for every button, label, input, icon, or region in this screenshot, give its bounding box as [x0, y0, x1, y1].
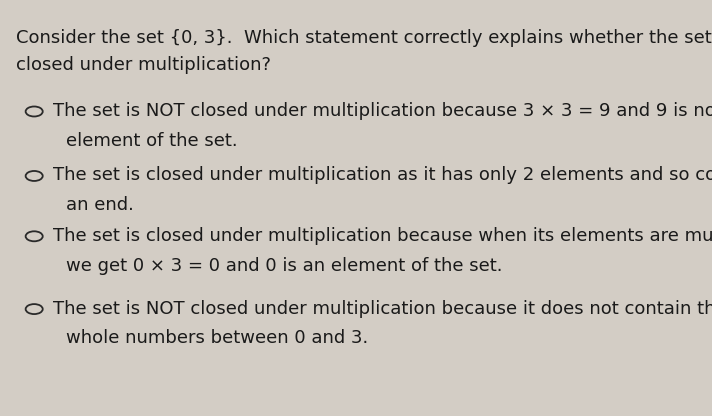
Text: an end.: an end. — [66, 196, 134, 214]
Text: closed under multiplication?: closed under multiplication? — [16, 56, 271, 74]
Text: The set is closed under multiplication because when its elements are multiplied,: The set is closed under multiplication b… — [53, 227, 712, 245]
Text: The set is closed under multiplication as it has only 2 elements and so comes to: The set is closed under multiplication a… — [53, 166, 712, 184]
Text: element of the set.: element of the set. — [66, 132, 238, 150]
Text: The set is NOT closed under multiplication because 3 × 3 = 9 and 9 is not an: The set is NOT closed under multiplicati… — [53, 102, 712, 120]
Text: we get 0 × 3 = 0 and 0 is an element of the set.: we get 0 × 3 = 0 and 0 is an element of … — [66, 257, 503, 275]
Text: The set is NOT closed under multiplication because it does not contain the other: The set is NOT closed under multiplicati… — [53, 300, 712, 317]
Text: whole numbers between 0 and 3.: whole numbers between 0 and 3. — [66, 329, 369, 347]
Text: Consider the set {0, 3}.  Which statement correctly explains whether the set is: Consider the set {0, 3}. Which statement… — [16, 29, 712, 47]
